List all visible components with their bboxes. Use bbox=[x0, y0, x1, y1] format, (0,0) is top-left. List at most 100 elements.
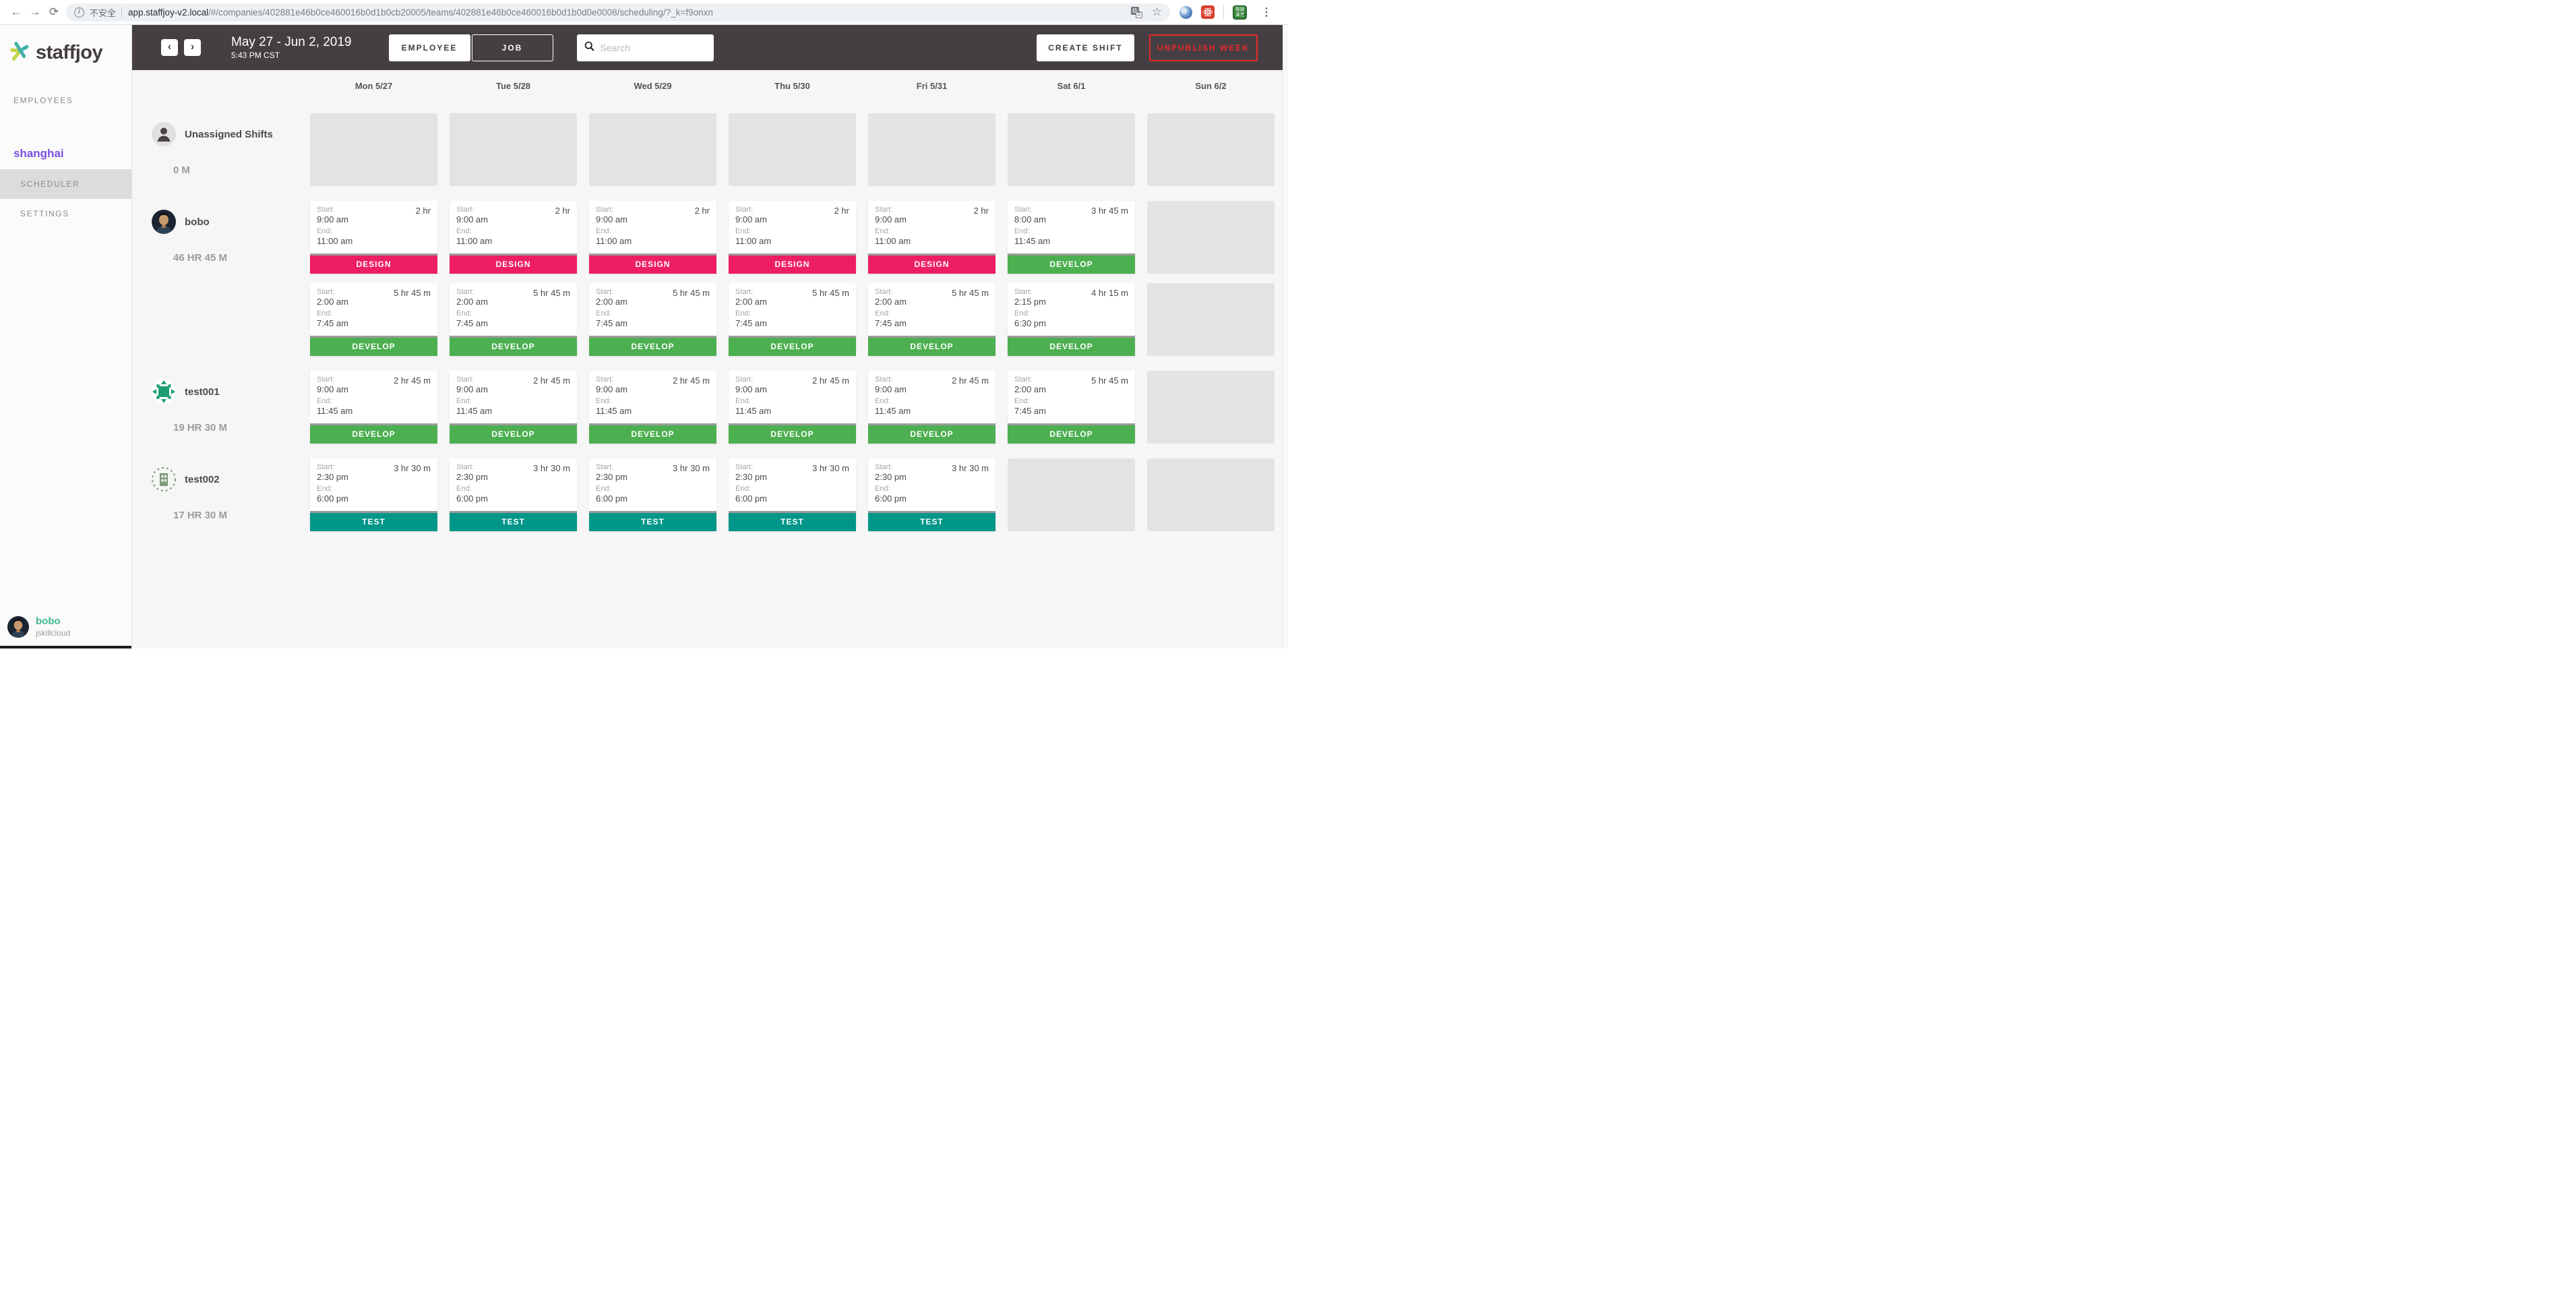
job-badge[interactable]: DEVELOP bbox=[1008, 336, 1135, 356]
shift-card[interactable]: Start: 9:00 am End: 11:00 am 2 hr DESIGN bbox=[868, 201, 995, 274]
shift-card[interactable]: Start: 9:00 am End: 11:45 am 2 hr 45 m DEVELO… bbox=[450, 371, 577, 444]
address-bar[interactable]: i 不安全 app.staffjoy-v2.local/#/companies/… bbox=[66, 3, 1170, 22]
start-label: Start: bbox=[875, 206, 893, 214]
end-time: 6:00 pm bbox=[596, 493, 627, 504]
shift-duration: 2 hr bbox=[555, 206, 570, 216]
shift-duration: 5 hr 45 m bbox=[952, 288, 989, 298]
job-badge[interactable]: TEST bbox=[450, 511, 577, 531]
start-time: 2:30 pm bbox=[596, 472, 627, 482]
extension-red-icon[interactable] bbox=[1201, 5, 1215, 19]
shift-card[interactable]: Start: 2:00 am End: 7:45 am 5 hr 45 m DEVELOP bbox=[868, 283, 995, 356]
search-input[interactable] bbox=[600, 42, 702, 53]
employee-view-button[interactable]: EMPLOYEE bbox=[388, 34, 470, 61]
shift-card[interactable]: Start: 9:00 am End: 11:00 am 2 hr DESIGN bbox=[450, 201, 577, 274]
shift-card[interactable]: Start: 2:15 pm End: 6:30 pm 4 hr 15 m DEVELOP bbox=[1008, 283, 1135, 356]
job-badge[interactable]: DESIGN bbox=[310, 253, 437, 274]
day-cell: Start: 9:00 am End: 11:00 am 2 hr DESIGN bbox=[450, 201, 577, 274]
bookmark-star-icon[interactable]: ☆ bbox=[1151, 5, 1162, 18]
shift-card[interactable]: Start: 2:00 am End: 7:45 am 5 hr 45 m DEVELOP bbox=[310, 283, 437, 356]
shift-card[interactable]: Start: 2:30 pm End: 6:00 pm 3 hr 30 m TEST bbox=[450, 458, 577, 531]
empty-shift-slot bbox=[868, 113, 995, 186]
job-badge[interactable]: TEST bbox=[310, 511, 437, 531]
start-time: 2:00 am bbox=[317, 297, 348, 307]
translate-icon[interactable]: G 文 bbox=[1130, 6, 1142, 18]
job-badge[interactable]: DESIGN bbox=[868, 253, 995, 274]
next-week-button[interactable]: › bbox=[184, 39, 201, 56]
shift-card[interactable]: Start: 9:00 am End: 11:45 am 2 hr 45 m DEVELO… bbox=[589, 371, 716, 444]
sidebar-item-scheduler[interactable]: SCHEDULER bbox=[0, 169, 131, 199]
extension-green-icon[interactable]: 微掘课艺 bbox=[1233, 5, 1247, 20]
unassigned-avatar-icon bbox=[152, 122, 176, 146]
job-badge[interactable]: DESIGN bbox=[589, 253, 716, 274]
empty-shift-slot bbox=[1147, 201, 1275, 274]
browser-menu-icon[interactable]: ⋮ bbox=[1261, 7, 1272, 18]
start-time: 2:30 pm bbox=[875, 472, 907, 482]
shift-card[interactable]: Start: 2:00 am End: 7:45 am 5 hr 45 m DEVELOP bbox=[1008, 371, 1135, 444]
browser-back-icon[interactable]: ← bbox=[10, 5, 22, 18]
shift-card-body: Start: 9:00 am End: 11:00 am 2 hr bbox=[589, 201, 716, 253]
job-badge[interactable]: DEVELOP bbox=[310, 336, 437, 356]
job-badge[interactable]: DEVELOP bbox=[589, 336, 716, 356]
browser-forward-icon[interactable]: → bbox=[29, 5, 41, 18]
job-badge[interactable]: DEVELOP bbox=[729, 336, 856, 356]
start-label: Start: bbox=[1014, 375, 1033, 384]
end-time: 11:45 am bbox=[596, 406, 632, 416]
shift-card[interactable]: Start: 9:00 am End: 11:45 am 2 hr 45 m DEVELO… bbox=[868, 371, 995, 444]
shift-card-body: Start: 2:30 pm End: 6:00 pm 3 hr 30 m bbox=[310, 458, 437, 511]
end-label: End: bbox=[596, 227, 611, 235]
week-date-block: May 27 - Jun 2, 2019 5:43 PM CST bbox=[231, 35, 352, 60]
create-shift-button[interactable]: CREATE SHIFT bbox=[1037, 34, 1134, 61]
employee-hours-total: 46 HR 45 M bbox=[173, 252, 228, 264]
job-badge[interactable]: DESIGN bbox=[729, 253, 856, 274]
shift-card[interactable]: Start: 2:30 pm End: 6:00 pm 3 hr 30 m TEST bbox=[589, 458, 716, 531]
end-label: End: bbox=[596, 397, 611, 405]
shift-card[interactable]: Start: 2:00 am End: 7:45 am 5 hr 45 m DEVELOP bbox=[450, 283, 577, 356]
job-badge[interactable]: DEVELOP bbox=[450, 423, 577, 444]
job-badge[interactable]: DEVELOP bbox=[1008, 423, 1135, 444]
page-info-icon[interactable]: i bbox=[74, 7, 84, 18]
job-badge[interactable]: DESIGN bbox=[450, 253, 577, 274]
shift-card[interactable]: Start: 9:00 am End: 11:45 am 2 hr 45 m DEVELO… bbox=[729, 371, 856, 444]
shift-card[interactable]: Start: 8:00 am End: 11:45 am 3 hr 45 m DEVELO… bbox=[1008, 201, 1135, 274]
job-badge[interactable]: DEVELOP bbox=[310, 423, 437, 444]
staffjoy-logo[interactable]: staffjoy bbox=[0, 25, 131, 66]
job-badge[interactable]: DEVELOP bbox=[729, 423, 856, 444]
previous-week-button[interactable]: ‹ bbox=[161, 39, 178, 56]
shift-card[interactable]: Start: 9:00 am End: 11:45 am 2 hr 45 m DEVELO… bbox=[310, 371, 437, 444]
page-scrollbar[interactable] bbox=[1283, 25, 1288, 648]
shift-card[interactable]: Start: 2:30 pm End: 6:00 pm 3 hr 30 m TEST bbox=[729, 458, 856, 531]
end-label: End: bbox=[317, 397, 332, 405]
shift-card[interactable]: Start: 9:00 am End: 11:00 am 2 hr DESIGN bbox=[729, 201, 856, 274]
sidebar-team-name[interactable]: shanghai bbox=[13, 147, 64, 160]
job-badge[interactable]: TEST bbox=[868, 511, 995, 531]
job-badge[interactable]: DEVELOP bbox=[450, 336, 577, 356]
job-badge[interactable]: DEVELOP bbox=[868, 336, 995, 356]
test001-avatar-identicon bbox=[152, 380, 176, 404]
day-cell bbox=[1147, 201, 1275, 274]
job-view-button[interactable]: JOB bbox=[471, 34, 553, 61]
shift-card[interactable]: Start: 2:30 pm End: 6:00 pm 3 hr 30 m TEST bbox=[868, 458, 995, 531]
shift-card[interactable]: Start: 2:00 am End: 7:45 am 5 hr 45 m DEVELOP bbox=[589, 283, 716, 356]
shift-card[interactable]: Start: 9:00 am End: 11:00 am 2 hr DESIGN bbox=[589, 201, 716, 274]
end-label: End: bbox=[735, 227, 751, 235]
shift-card-body: Start: 2:00 am End: 7:45 am 5 hr 45 m bbox=[1008, 371, 1135, 423]
employee-hours-total: 0 M bbox=[173, 164, 191, 176]
job-badge[interactable]: DEVELOP bbox=[589, 423, 716, 444]
shift-duration: 2 hr bbox=[415, 206, 431, 216]
shift-card[interactable]: Start: 2:00 am End: 7:45 am 5 hr 45 m DEVELOP bbox=[729, 283, 856, 356]
job-badge[interactable]: TEST bbox=[589, 511, 716, 531]
job-badge[interactable]: TEST bbox=[729, 511, 856, 531]
current-user-block[interactable]: bobo jskillcloud bbox=[7, 615, 70, 638]
shift-card[interactable]: Start: 9:00 am End: 11:00 am 2 hr DESIGN bbox=[310, 201, 437, 274]
extension-blue-icon[interactable] bbox=[1179, 5, 1192, 19]
shift-card-body: Start: 9:00 am End: 11:00 am 2 hr bbox=[729, 201, 856, 253]
job-badge[interactable]: DEVELOP bbox=[1008, 253, 1135, 274]
sidebar-item-settings[interactable]: SETTINGS bbox=[20, 209, 69, 218]
test002-avatar-identicon bbox=[152, 467, 176, 491]
shift-card[interactable]: Start: 2:30 pm End: 6:00 pm 3 hr 30 m TEST bbox=[310, 458, 437, 531]
unpublish-week-button[interactable]: UNPUBLISH WEEK bbox=[1148, 34, 1258, 61]
job-badge[interactable]: DEVELOP bbox=[868, 423, 995, 444]
browser-reload-icon[interactable]: ⟳ bbox=[49, 5, 59, 18]
sidebar-item-employees[interactable]: EMPLOYEES bbox=[13, 96, 73, 105]
day-header-row: Mon 5/27 Tue 5/28 Wed 5/29 Thu 5/30 Fri … bbox=[132, 81, 1288, 91]
